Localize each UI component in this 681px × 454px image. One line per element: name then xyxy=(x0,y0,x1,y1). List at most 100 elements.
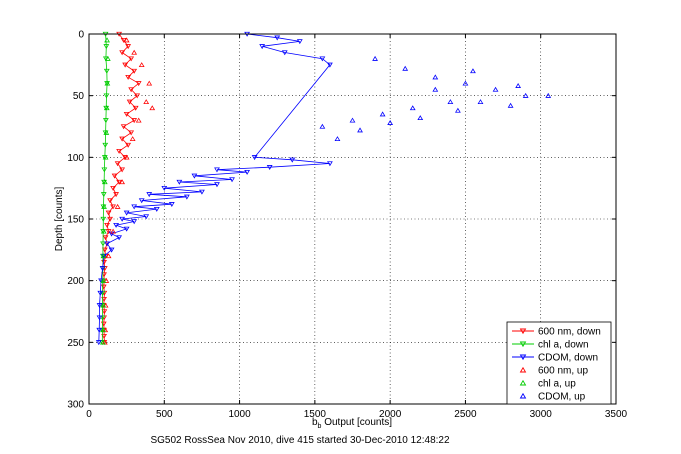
data-point xyxy=(96,327,103,333)
data-point xyxy=(122,62,129,68)
data-point xyxy=(105,253,112,259)
data-point xyxy=(119,167,126,173)
data-point xyxy=(545,92,552,98)
data-point xyxy=(100,204,107,210)
x-axis-label-main: b xyxy=(312,417,318,428)
data-point xyxy=(101,167,108,173)
legend-entry-label: CDOM, down xyxy=(538,353,598,364)
data-point xyxy=(131,68,138,74)
data-point xyxy=(183,194,190,200)
data-point xyxy=(103,93,110,99)
data-point xyxy=(135,81,142,87)
data-point xyxy=(113,192,120,198)
data-point xyxy=(103,68,110,74)
data-point xyxy=(447,99,454,104)
data-point xyxy=(102,154,109,160)
data-point xyxy=(522,92,529,98)
data-point xyxy=(96,315,103,321)
data-point xyxy=(515,83,522,88)
data-point xyxy=(101,309,108,315)
data-point xyxy=(289,157,296,163)
data-point xyxy=(507,102,514,108)
data-point xyxy=(296,39,303,45)
data-point xyxy=(214,167,220,173)
data-point xyxy=(146,80,153,86)
legend-marker xyxy=(519,328,527,335)
y-tick-label: 300 xyxy=(67,400,84,411)
data-point xyxy=(138,62,145,67)
data-point xyxy=(102,142,109,148)
y-tick-label: 200 xyxy=(67,276,84,287)
data-point xyxy=(146,192,153,198)
data-point xyxy=(319,56,326,62)
data-point xyxy=(101,247,108,253)
data-point xyxy=(100,302,107,308)
data-point xyxy=(134,93,141,99)
legend-marker xyxy=(519,354,527,361)
series-cdom-up xyxy=(319,55,552,141)
figure-caption: SG502 RossSea Nov 2010, dive 415 started… xyxy=(150,435,450,446)
data-point xyxy=(417,115,424,121)
y-tick-label: 250 xyxy=(67,338,84,349)
y-tick-label: 100 xyxy=(67,153,84,164)
data-point xyxy=(102,130,109,136)
data-point xyxy=(251,155,258,161)
x-tick-label: 1000 xyxy=(228,409,251,420)
data-point xyxy=(327,161,333,167)
data-point xyxy=(100,229,107,235)
data-point xyxy=(492,86,499,92)
series-layer xyxy=(95,31,552,346)
data-point xyxy=(129,136,136,141)
data-point xyxy=(97,290,104,296)
data-point xyxy=(110,228,116,234)
data-point xyxy=(125,44,132,50)
legend: 600 nm, down chl a, down CDOM, down 600 nm,… xyxy=(506,321,612,405)
legend-box xyxy=(506,321,612,405)
data-point xyxy=(191,173,198,179)
data-point xyxy=(100,216,107,222)
data-point xyxy=(143,99,150,104)
data-point xyxy=(120,38,127,43)
data-point xyxy=(266,165,273,170)
legend-marker xyxy=(519,379,527,386)
data-point xyxy=(99,303,106,309)
data-point xyxy=(101,253,107,259)
data-point xyxy=(114,161,121,167)
data-point xyxy=(99,339,106,345)
data-point xyxy=(100,192,107,198)
data-point xyxy=(99,315,106,321)
data-point xyxy=(108,247,115,253)
data-point xyxy=(100,228,107,234)
data-point xyxy=(327,62,333,68)
data-point xyxy=(114,203,121,209)
data-point xyxy=(126,99,133,105)
legend-marker xyxy=(519,366,527,373)
legend-entry-label: chl a, up xyxy=(538,379,576,390)
data-point xyxy=(119,136,126,142)
data-point xyxy=(102,235,109,241)
data-point xyxy=(402,65,409,71)
data-point xyxy=(387,120,394,125)
data-point xyxy=(119,216,126,222)
data-point xyxy=(103,105,110,111)
data-point xyxy=(101,155,108,161)
data-point xyxy=(101,179,107,185)
data-point xyxy=(95,340,102,346)
data-point xyxy=(103,129,110,135)
data-point xyxy=(101,334,107,339)
x-tick-label: 2000 xyxy=(379,409,402,420)
data-point xyxy=(104,241,110,247)
data-point xyxy=(119,50,126,56)
x-axis-label: bb Output [counts] xyxy=(312,417,392,430)
data-point xyxy=(116,235,123,241)
data-point xyxy=(123,37,130,43)
data-point xyxy=(244,169,250,175)
data-point xyxy=(168,202,175,207)
series-chl-a-up xyxy=(99,37,111,345)
data-point xyxy=(274,35,281,41)
x-tick-label: 500 xyxy=(156,409,173,420)
data-point xyxy=(229,177,235,183)
data-point xyxy=(103,44,110,50)
data-point xyxy=(379,111,386,117)
